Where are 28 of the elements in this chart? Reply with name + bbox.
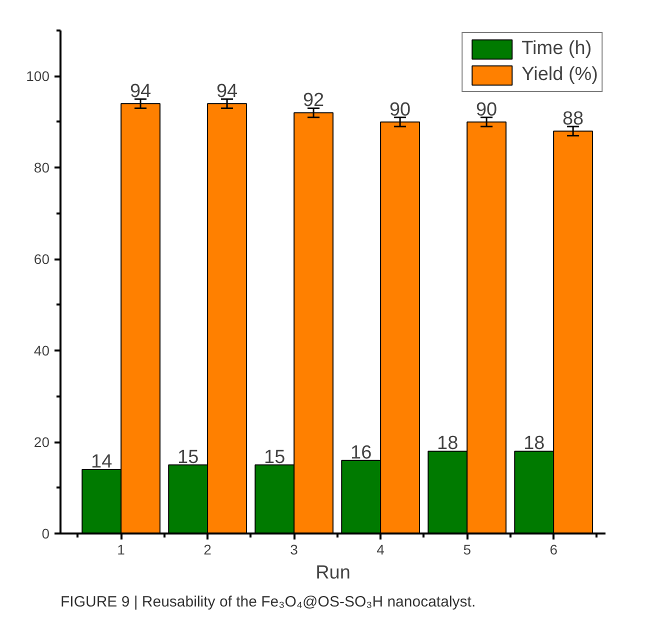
x-tick-label: 1 <box>117 542 126 558</box>
data-label: 92 <box>302 90 324 112</box>
data-label: 15 <box>178 446 199 468</box>
x-tick-label: 5 <box>463 542 472 558</box>
data-label: 94 <box>130 81 152 102</box>
data-label: 90 <box>389 99 411 120</box>
data-label: 14 <box>91 451 113 472</box>
data-label: 16 <box>350 442 372 464</box>
data-label: 88 <box>562 108 584 130</box>
y-tick-label: 60 <box>34 251 50 268</box>
data-label: 15 <box>264 446 286 468</box>
x-axis-title: Run <box>316 562 350 584</box>
x-tick-label: 2 <box>204 542 212 558</box>
y-tick-label: 80 <box>34 160 50 176</box>
x-tick-label: 3 <box>290 542 298 558</box>
data-label: 94 <box>216 81 238 102</box>
data-label: 18 <box>437 433 458 454</box>
legend-label: Yield (%) <box>522 64 598 86</box>
y-tick-label: 100 <box>26 68 50 84</box>
data-label: 90 <box>476 99 498 120</box>
y-tick-label: 40 <box>34 342 50 359</box>
caption: FIGURE 9 | Reusability of the Fe₃O₄@OS-SO₃H nanocatalyst. <box>60 594 476 610</box>
y-tick-label: 0 <box>42 526 50 542</box>
y-tick-label: 20 <box>34 434 50 450</box>
x-tick-label: 6 <box>550 542 558 558</box>
data-label: 18 <box>524 433 545 454</box>
legend-label: Time (h) <box>522 38 592 60</box>
x-tick-label: 4 <box>376 542 385 558</box>
